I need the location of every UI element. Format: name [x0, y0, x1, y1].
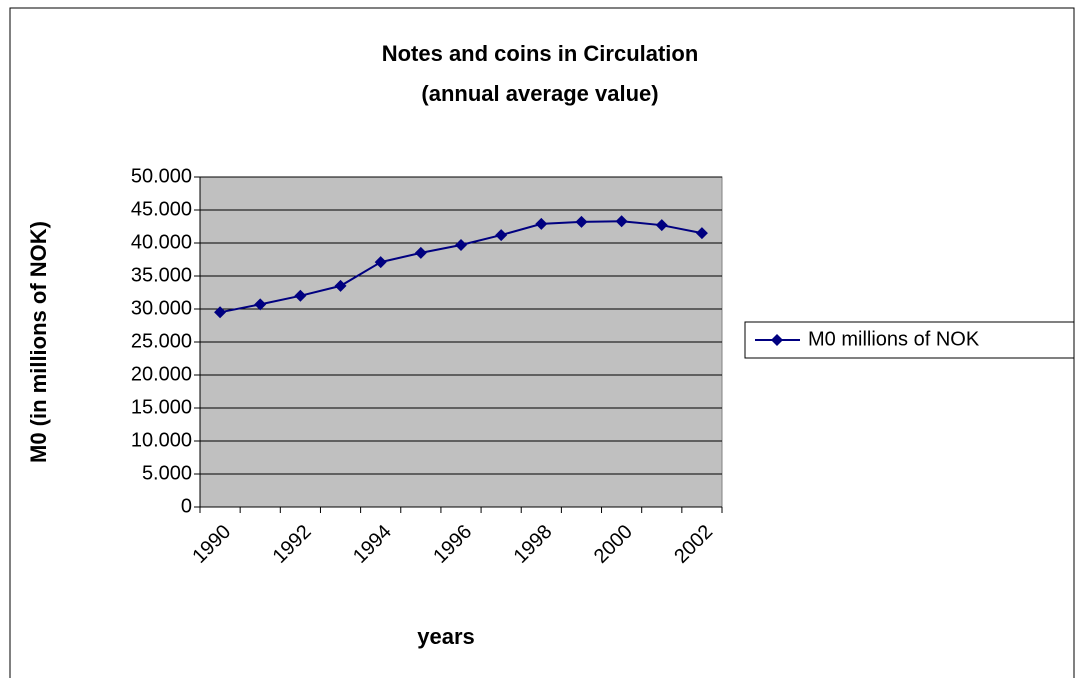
marker — [334, 279, 347, 292]
chart-title: Notes and coins in Circulation — [382, 41, 699, 66]
marker — [535, 217, 548, 230]
y-tick-label: 40.000 — [131, 231, 192, 253]
marker — [254, 298, 267, 311]
y-tick-label: 5.000 — [142, 462, 192, 484]
chart-subtitle: (annual average value) — [421, 81, 658, 106]
y-tick-label: 0 — [181, 495, 192, 517]
y-tick-label: 50.000 — [131, 165, 192, 187]
legend-marker — [771, 334, 783, 346]
marker — [374, 256, 387, 269]
marker — [214, 306, 227, 319]
y-tick-label: 35.000 — [131, 264, 192, 286]
legend-label: M0 millions of NOK — [808, 328, 980, 350]
marker — [414, 246, 427, 259]
y-axis-title: M0 (in millions of NOK) — [26, 221, 51, 463]
marker — [695, 227, 708, 240]
marker — [294, 289, 307, 302]
marker — [495, 229, 508, 242]
y-tick-label: 10.000 — [131, 429, 192, 451]
y-tick-label: 30.000 — [131, 297, 192, 319]
marker — [655, 219, 668, 232]
marker — [615, 215, 628, 228]
x-axis-title: years — [417, 624, 475, 649]
y-tick-label: 20.000 — [131, 363, 192, 385]
y-tick-label: 15.000 — [131, 396, 192, 418]
y-tick-label: 45.000 — [131, 198, 192, 220]
marker — [575, 215, 588, 228]
marker — [455, 238, 467, 251]
y-tick-label: 25.000 — [131, 330, 192, 352]
